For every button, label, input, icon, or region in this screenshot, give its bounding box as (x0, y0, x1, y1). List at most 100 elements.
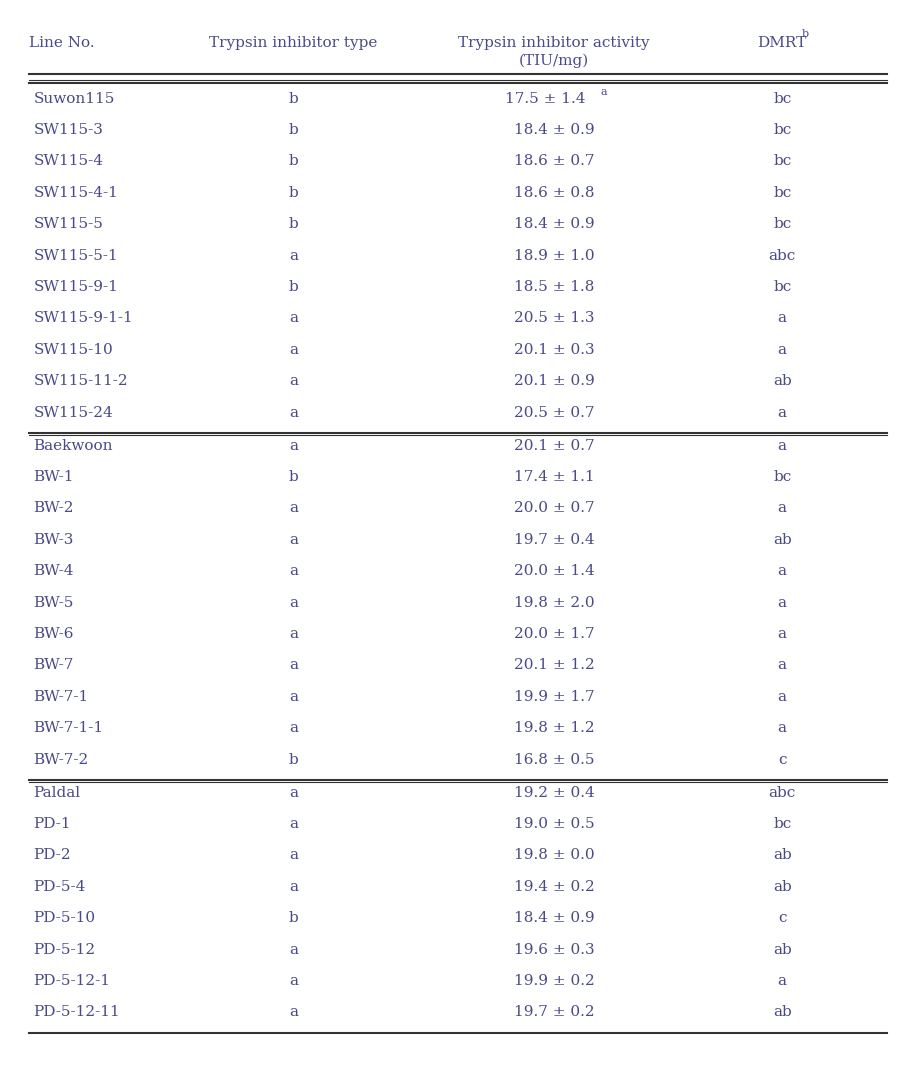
Text: a: a (289, 533, 298, 547)
Text: 19.7 ± 0.2: 19.7 ± 0.2 (514, 1006, 594, 1020)
Text: abc: abc (769, 249, 796, 263)
Text: a: a (289, 342, 298, 356)
Text: 19.9 ± 1.7: 19.9 ± 1.7 (514, 690, 594, 704)
Text: b: b (289, 470, 299, 484)
Text: Trypsin inhibitor type: Trypsin inhibitor type (210, 36, 377, 50)
Text: 18.9 ± 1.0: 18.9 ± 1.0 (514, 249, 594, 263)
Text: 19.8 ± 1.2: 19.8 ± 1.2 (514, 722, 594, 736)
Text: SW115-11-2: SW115-11-2 (33, 374, 128, 388)
Text: SW115-5: SW115-5 (33, 218, 104, 232)
Text: a: a (289, 722, 298, 736)
Text: ab: ab (773, 374, 791, 388)
Text: SW115-4: SW115-4 (33, 154, 104, 168)
Text: 17.4 ± 1.1: 17.4 ± 1.1 (514, 470, 594, 484)
Text: bc: bc (773, 470, 791, 484)
Text: BW-7-1: BW-7-1 (33, 690, 89, 704)
Text: a: a (778, 974, 787, 988)
Text: b: b (802, 29, 809, 40)
Text: 20.1 ± 0.7: 20.1 ± 0.7 (514, 438, 594, 452)
Text: Paldal: Paldal (33, 785, 81, 799)
Text: ab: ab (773, 1006, 791, 1020)
Text: SW115-10: SW115-10 (33, 342, 113, 356)
Text: 20.5 ± 1.3: 20.5 ± 1.3 (514, 311, 594, 325)
Text: c: c (778, 753, 787, 767)
Text: abc: abc (769, 785, 796, 799)
Text: a: a (289, 690, 298, 704)
Text: 20.1 ± 1.2: 20.1 ± 1.2 (514, 658, 594, 672)
Text: Baekwoon: Baekwoon (33, 438, 113, 452)
Text: SW115-3: SW115-3 (33, 123, 104, 137)
Text: BW-3: BW-3 (33, 533, 73, 547)
Text: a: a (289, 817, 298, 831)
Text: a: a (289, 849, 298, 863)
Text: b: b (289, 753, 299, 767)
Text: 18.4 ± 0.9: 18.4 ± 0.9 (514, 218, 594, 232)
Text: a: a (289, 249, 298, 263)
Text: 20.1 ± 0.3: 20.1 ± 0.3 (514, 342, 594, 356)
Text: bc: bc (773, 218, 791, 232)
Text: a: a (778, 342, 787, 356)
Text: a: a (778, 690, 787, 704)
Text: ab: ab (773, 533, 791, 547)
Text: 20.0 ± 1.7: 20.0 ± 1.7 (514, 627, 594, 641)
Text: b: b (289, 186, 299, 200)
Text: Trypsin inhibitor activity: Trypsin inhibitor activity (458, 36, 649, 50)
Text: 19.7 ± 0.4: 19.7 ± 0.4 (514, 533, 594, 547)
Text: 17.5 ± 1.4: 17.5 ± 1.4 (505, 92, 585, 106)
Text: 18.4 ± 0.9: 18.4 ± 0.9 (514, 123, 594, 137)
Text: a: a (778, 438, 787, 452)
Text: BW-4: BW-4 (33, 564, 74, 578)
Text: SW115-4-1: SW115-4-1 (33, 186, 118, 200)
Text: a: a (289, 1006, 298, 1020)
Text: SW115-9-1-1: SW115-9-1-1 (33, 311, 133, 325)
Text: BW-6: BW-6 (33, 627, 74, 641)
Text: PD-5-12-1: PD-5-12-1 (33, 974, 110, 988)
Text: 19.8 ± 2.0: 19.8 ± 2.0 (514, 596, 594, 610)
Text: a: a (289, 974, 298, 988)
Text: BW-1: BW-1 (33, 470, 74, 484)
Text: 19.2 ± 0.4: 19.2 ± 0.4 (514, 785, 594, 799)
Text: SW115-9-1: SW115-9-1 (33, 280, 118, 294)
Text: b: b (289, 911, 299, 925)
Text: a: a (778, 406, 787, 420)
Text: 16.8 ± 0.5: 16.8 ± 0.5 (514, 753, 594, 767)
Text: SW115-24: SW115-24 (33, 406, 113, 420)
Text: 19.9 ± 0.2: 19.9 ± 0.2 (514, 974, 594, 988)
Text: a: a (289, 785, 298, 799)
Text: BW-2: BW-2 (33, 502, 74, 516)
Text: a: a (289, 438, 298, 452)
Text: 19.4 ± 0.2: 19.4 ± 0.2 (514, 880, 594, 894)
Text: BW-7-1-1: BW-7-1-1 (33, 722, 104, 736)
Text: 19.8 ± 0.0: 19.8 ± 0.0 (514, 849, 594, 863)
Text: SW115-5-1: SW115-5-1 (33, 249, 118, 263)
Text: a: a (289, 502, 298, 516)
Text: a: a (778, 502, 787, 516)
Text: a: a (289, 406, 298, 420)
Text: a: a (289, 564, 298, 578)
Text: a: a (289, 374, 298, 388)
Text: 18.4 ± 0.9: 18.4 ± 0.9 (514, 911, 594, 925)
Text: (TIU/mg): (TIU/mg) (518, 53, 589, 68)
Text: ab: ab (773, 942, 791, 956)
Text: a: a (289, 596, 298, 610)
Text: bc: bc (773, 92, 791, 106)
Text: 20.0 ± 1.4: 20.0 ± 1.4 (514, 564, 594, 578)
Text: a: a (289, 311, 298, 325)
Text: ab: ab (773, 849, 791, 863)
Text: bc: bc (773, 817, 791, 831)
Text: 18.6 ± 0.8: 18.6 ± 0.8 (514, 186, 594, 200)
Text: a: a (778, 311, 787, 325)
Text: a: a (289, 658, 298, 672)
Text: bc: bc (773, 280, 791, 294)
Text: BW-5: BW-5 (33, 596, 73, 610)
Text: a: a (289, 627, 298, 641)
Text: Line No.: Line No. (28, 36, 94, 50)
Text: a: a (778, 722, 787, 736)
Text: PD-1: PD-1 (33, 817, 71, 831)
Text: b: b (289, 92, 299, 106)
Text: PD-5-12: PD-5-12 (33, 942, 95, 956)
Text: b: b (289, 280, 299, 294)
Text: a: a (778, 658, 787, 672)
Text: 18.5 ± 1.8: 18.5 ± 1.8 (514, 280, 594, 294)
Text: bc: bc (773, 186, 791, 200)
